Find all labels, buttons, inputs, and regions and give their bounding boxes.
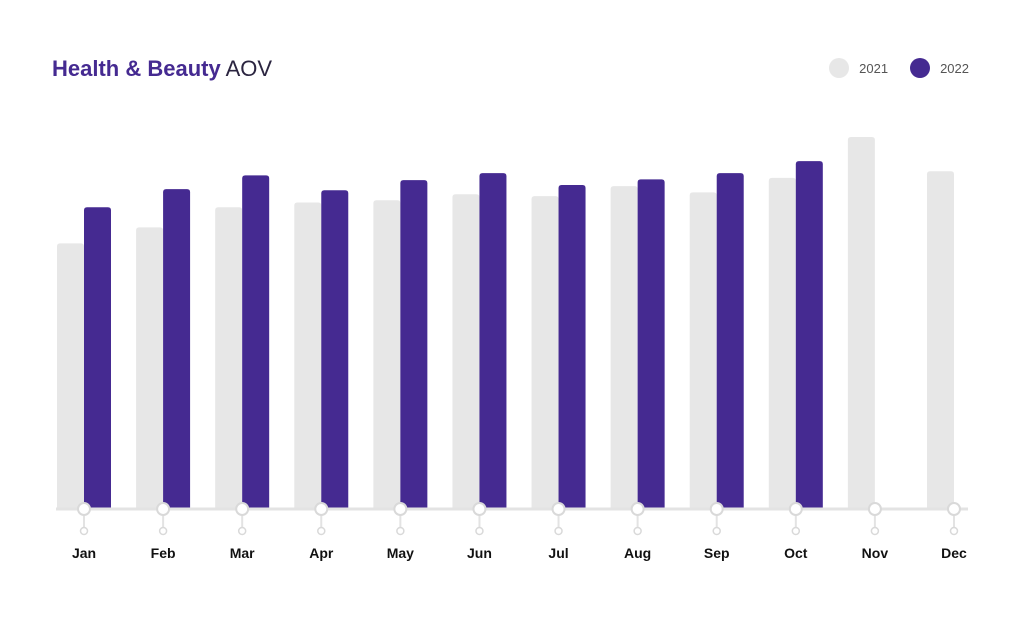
- tick-node-apr: [317, 526, 326, 536]
- tick-marker-oct: [788, 502, 803, 516]
- tick-marker-jul: [551, 502, 566, 516]
- tick-marker-nov: [867, 502, 882, 516]
- bar-2022-mar: [242, 175, 270, 510]
- tick-node-feb: [158, 526, 168, 536]
- tick-label-jul: Jul: [548, 545, 568, 561]
- legend-swatch-2022: [910, 58, 931, 78]
- bar-2022-oct: [795, 161, 823, 509]
- bar-2021-nov: [847, 137, 875, 509]
- chart-title-strong: Health & Beauty: [52, 56, 221, 81]
- bar-2021-aug: [610, 186, 638, 509]
- tick-node-oct: [791, 526, 801, 536]
- bar-2022-aug: [637, 179, 665, 509]
- tick-node-mar: [237, 526, 247, 536]
- tick-node-dec: [949, 526, 959, 536]
- bar-2022-jul: [558, 184, 586, 509]
- bar-2021-mar: [215, 207, 243, 510]
- tick-label-nov: Nov: [862, 545, 889, 561]
- tick-marker-feb: [156, 502, 171, 516]
- bar-2022-apr: [321, 190, 349, 510]
- legend-item-2021: 2021: [829, 58, 888, 78]
- tick-marker-may: [393, 502, 408, 516]
- bar-2021-feb: [136, 227, 164, 509]
- legend-item-2022: 2022: [910, 58, 969, 78]
- tick-marker-aug: [630, 502, 645, 516]
- tick-label-aug: Aug: [624, 545, 651, 561]
- bar-2022-sep: [716, 173, 744, 510]
- bar-2022-may: [400, 180, 428, 510]
- bar-2021-oct: [768, 177, 796, 510]
- chart-title-light: AOV: [225, 56, 273, 81]
- tick-label-jun: Jun: [467, 545, 492, 561]
- bars-group: [57, 137, 954, 510]
- tick-node-jan: [79, 526, 89, 536]
- tick-node-jun: [475, 526, 484, 536]
- tick-label-feb: Feb: [151, 545, 176, 561]
- bar-2022-jan: [84, 207, 111, 510]
- tick-node-sep: [712, 526, 721, 536]
- chart-title: Health & Beauty AOV: [52, 54, 272, 84]
- legend-swatch-2021: [829, 58, 850, 78]
- tick-label-apr: Apr: [309, 545, 334, 561]
- tick-marker-dec: [946, 502, 961, 516]
- tick-marker-mar: [235, 502, 250, 516]
- tick-node-may: [396, 526, 405, 536]
- chart-legend: 2021 2022: [829, 58, 969, 78]
- tick-marker-apr: [314, 502, 329, 516]
- bar-2021-jun: [452, 194, 480, 509]
- bar-2021-dec: [926, 171, 954, 509]
- legend-label-2021: 2021: [859, 60, 889, 76]
- legend-label-2022: 2022: [940, 60, 969, 76]
- tick-label-dec: Dec: [941, 545, 967, 561]
- tick-node-jul: [554, 526, 563, 536]
- tick-node-aug: [633, 526, 642, 536]
- bar-2022-jun: [479, 173, 507, 510]
- tick-label-mar: Mar: [230, 545, 255, 561]
- tick-label-sep: Sep: [704, 545, 730, 561]
- tick-marker-jan: [77, 502, 91, 516]
- bar-2021-jul: [531, 196, 559, 509]
- tick-label-oct: Oct: [784, 545, 808, 561]
- tick-label-jan: Jan: [72, 545, 96, 561]
- bar-2021-jan: [57, 243, 84, 509]
- bar-2021-apr: [294, 202, 322, 510]
- tick-label-may: May: [387, 545, 414, 561]
- bar-2022-feb: [163, 189, 191, 509]
- tick-marker-sep: [709, 502, 724, 516]
- tick-marker-jun: [472, 502, 487, 516]
- bar-2021-may: [373, 200, 401, 510]
- bar-2021-sep: [689, 192, 717, 510]
- tick-node-nov: [870, 526, 880, 536]
